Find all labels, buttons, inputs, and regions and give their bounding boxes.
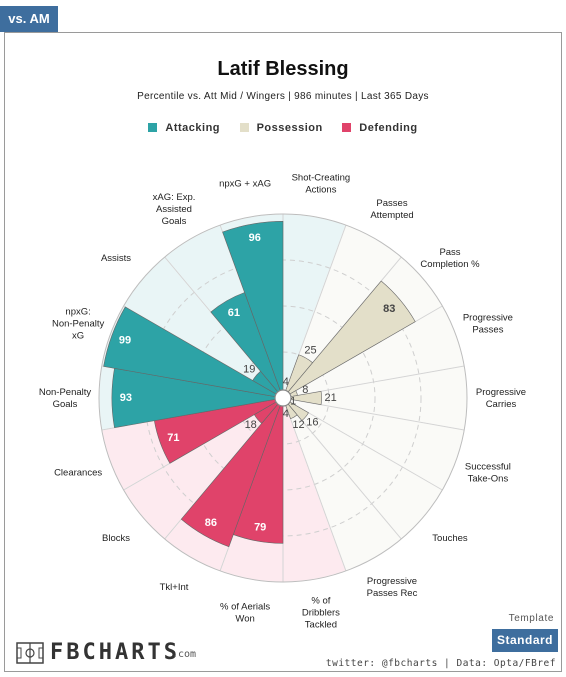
category-label-passes-attempted: Passes Attempted	[370, 198, 413, 221]
category-label-progressive-passes: Progressive Passes	[463, 312, 513, 335]
category-label-blocks: Blocks	[102, 533, 130, 544]
vs-am-tab[interactable]: vs. AM	[0, 6, 58, 32]
value-label-progressive-passes: 8	[302, 384, 308, 396]
bar-progressive-carries	[282, 390, 322, 406]
value-label-passes-attempted: 25	[304, 344, 316, 356]
value-label-blocks: 18	[245, 419, 257, 431]
legend-item-attacking: Attacking	[148, 122, 220, 134]
category-label-of-dribblers-tackled: % of Dribblers Tackled	[302, 595, 340, 630]
brand-name: FBCHARTS	[50, 640, 180, 665]
value-label-of-aerials-won: 79	[254, 521, 266, 533]
value-label-xag-exp-assisted-goals: 61	[228, 307, 240, 319]
bar-npxg-xag	[222, 221, 284, 399]
value-label-progressive-carries: 21	[324, 392, 336, 404]
category-label-non-penalty-goals: Non-Penalty Goals	[39, 387, 92, 410]
bar-pass-completion	[282, 280, 416, 399]
chart-title: Latif Blessing	[217, 58, 349, 80]
category-label-tkl-int: Tkl+Int	[160, 581, 189, 592]
value-label-touches: 16	[306, 417, 318, 429]
spoke-6	[282, 397, 443, 491]
category-label-shot-creating-actions: Shot-Creating Actions	[292, 172, 351, 195]
standard-button[interactable]: Standard	[492, 629, 558, 652]
value-label-of-dribblers-tackled: 4	[283, 408, 289, 420]
pitch-icon	[16, 642, 44, 664]
legend-label-possession: Possession	[256, 122, 323, 134]
chart-legend: Attacking Possession Defending	[0, 122, 566, 134]
legend-item-defending: Defending	[342, 122, 417, 134]
value-label-shot-creating-actions: 4	[283, 376, 289, 388]
category-label-assists: Assists	[101, 252, 131, 263]
category-label-pass-completion: Pass Completion %	[420, 246, 480, 269]
category-label-progressive-carries: Progressive Carries	[476, 387, 526, 410]
category-label-npxg-xag: npxG + xAG	[219, 178, 271, 189]
category-label-xag-exp-assisted-goals: xAG: Exp. Assisted Goals	[153, 192, 196, 227]
bar-tkl-int	[180, 397, 284, 548]
value-label-npxg-xag: 96	[249, 232, 261, 244]
value-label-assists: 19	[243, 364, 255, 376]
outer-ring	[98, 213, 468, 583]
value-label-successful-take-ons: 1	[290, 396, 296, 408]
spoke-7	[282, 397, 402, 540]
legend-swatch-attacking	[148, 123, 158, 132]
legend-item-possession: Possession	[239, 122, 323, 134]
legend-label-defending: Defending	[359, 122, 418, 134]
category-label-progressive-passes-rec: Progressive Passes Rec	[367, 575, 418, 598]
template-label: Template	[508, 613, 554, 624]
value-label-pass-completion: 83	[383, 303, 395, 315]
value-label-non-penalty-goals: 93	[120, 392, 132, 404]
value-label-clearances: 71	[167, 432, 179, 444]
value-label-progressive-passes-rec: 12	[292, 419, 304, 431]
category-label-successful-take-ons: Successful Take-Ons	[465, 461, 511, 484]
chart-subtitle: Percentile vs. Att Mid / Wingers | 986 m…	[137, 91, 429, 102]
legend-swatch-defending	[342, 123, 352, 132]
center-circle	[274, 389, 292, 407]
spoke-8	[282, 397, 347, 572]
value-label-tkl-int: 86	[205, 517, 217, 529]
legend-label-attacking: Attacking	[165, 122, 221, 134]
chart-frame	[4, 32, 562, 672]
category-label-touches: Touches	[432, 533, 468, 544]
category-label-clearances: Clearances	[54, 467, 102, 478]
value-label-npxg-non-penalty-xg: 99	[119, 335, 131, 347]
brand-suffix: .com	[172, 649, 197, 660]
legend-swatch-possession	[239, 123, 249, 132]
credits: twitter: @fbcharts | Data: Opta/FBref	[325, 658, 556, 669]
bar-npxg-non-penalty-xg	[103, 306, 284, 399]
category-label-of-aerials-won: % of Aerials Won	[220, 601, 270, 624]
category-label-npxg-non-penalty-xg: npxG: Non-Penalty xG	[52, 306, 105, 341]
